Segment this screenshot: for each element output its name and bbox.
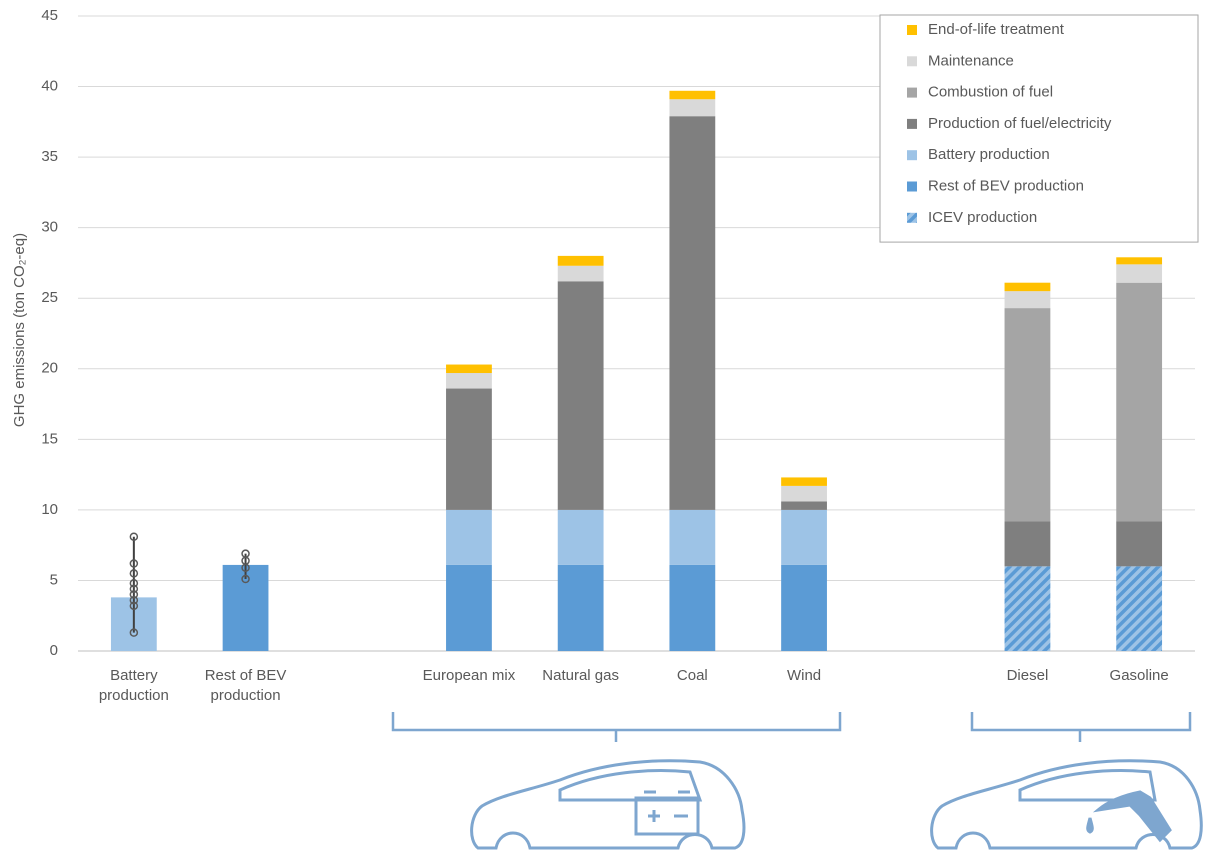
bar-segment <box>446 388 492 510</box>
bar-segment <box>781 485 827 502</box>
legend-swatch <box>907 150 917 161</box>
icev-car-icon <box>930 759 1203 850</box>
legend-box <box>879 14 1199 243</box>
y-tick-label: 20 <box>41 360 58 377</box>
bar-segment <box>222 564 269 651</box>
x-tick-label: Gasoline <box>1109 667 1169 684</box>
y-tick-label: 0 <box>50 642 58 659</box>
group-brackets <box>391 712 1192 742</box>
y-tick-label: 35 <box>41 148 58 165</box>
error-point <box>241 574 250 584</box>
bar-segment <box>557 509 604 565</box>
bar-segment <box>1116 257 1163 265</box>
legend-swatch <box>907 56 917 67</box>
x-tick-label: Coal <box>676 667 708 684</box>
x-tick-label: Wind <box>786 667 822 684</box>
error-point <box>129 590 139 599</box>
x-tick-label: Natural gas <box>542 667 619 684</box>
error-point <box>129 579 139 588</box>
bar-segment <box>446 564 492 651</box>
y-tick-label: 40 <box>41 78 58 95</box>
error-point <box>129 584 139 594</box>
x-tick-label: Rest of BEV production <box>204 667 287 704</box>
bar-segment <box>669 90 716 100</box>
bar-segment <box>446 373 492 389</box>
y-tick-label: 15 <box>41 430 58 447</box>
y-tick-label: 45 <box>41 7 58 24</box>
y-axis-title: GHG emissions (ton CO₂-eq) <box>11 233 28 427</box>
bar-segment <box>557 564 604 651</box>
x-tick-label: Battery production <box>98 667 169 704</box>
legend-swatch <box>907 181 917 192</box>
bar-segment <box>1004 308 1051 522</box>
legend-label: Combustion of fuel <box>928 84 1053 101</box>
x-tick-label: European mix <box>422 667 516 684</box>
bar-segment <box>781 501 827 510</box>
bar-segment <box>1004 291 1051 309</box>
error-point <box>241 549 250 558</box>
legend-swatch <box>907 118 917 129</box>
legend-label: Rest of BEV production <box>928 177 1084 194</box>
legend-swatch <box>907 212 917 223</box>
bar-segment <box>446 509 492 565</box>
legend-label: Production of fuel/electricity <box>928 115 1112 132</box>
y-tick-label: 10 <box>41 501 58 518</box>
error-point <box>129 559 139 568</box>
bar-segment <box>557 265 604 282</box>
bar-segment <box>1116 566 1163 651</box>
y-tick-label: 30 <box>41 219 58 236</box>
legend-label: ICEV production <box>928 209 1037 226</box>
bar-segment <box>446 364 492 374</box>
error-point <box>129 532 139 541</box>
bar-segment <box>669 509 716 565</box>
bar-segment <box>1004 566 1051 651</box>
error-point <box>129 595 139 605</box>
bar-segment <box>669 99 716 117</box>
y-tick-label: 5 <box>50 571 58 588</box>
bev-car-icon <box>470 759 746 850</box>
bar-segment <box>669 564 716 651</box>
y-tick-label: 25 <box>41 289 58 306</box>
bar-segment <box>1116 521 1163 567</box>
bar-segment <box>557 255 604 266</box>
x-tick-label: Diesel <box>1006 667 1049 684</box>
legend-label: Maintenance <box>928 52 1014 69</box>
bar-segment <box>781 564 827 651</box>
error-point <box>129 569 139 578</box>
legend-swatch <box>907 25 917 35</box>
legend-label: End-of-life treatment <box>928 21 1065 38</box>
bar-segment <box>557 281 604 510</box>
legend-label: Battery production <box>928 146 1050 163</box>
error-point <box>129 601 139 611</box>
bar-segment <box>781 477 827 486</box>
bar-segment <box>1004 282 1051 292</box>
bar-segment <box>781 509 827 565</box>
bar-segment <box>1116 282 1163 522</box>
bar-segment <box>669 116 716 510</box>
bar-segment <box>1116 264 1163 283</box>
legend-swatch <box>907 87 917 98</box>
error-point <box>129 628 139 637</box>
bar-segment <box>1004 521 1051 567</box>
